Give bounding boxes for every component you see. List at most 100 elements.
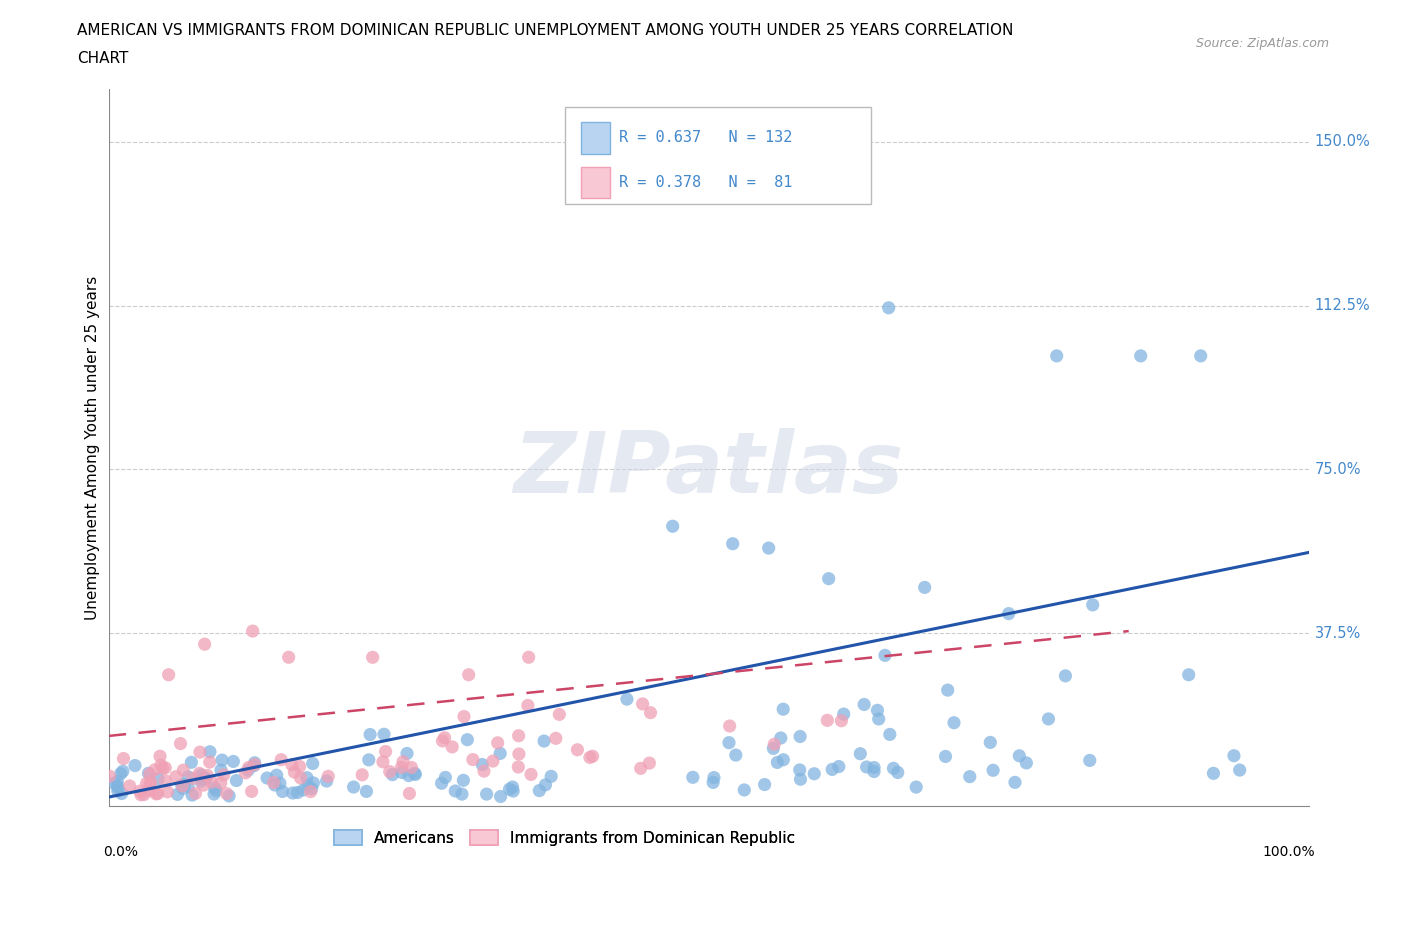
Text: Source: ZipAtlas.com: Source: ZipAtlas.com (1195, 37, 1329, 50)
Point (118, 778, 141, 793)
Point (371, 754, 394, 769)
Point (1202, 766, 1225, 781)
Point (156, 784, 179, 799)
Point (1078, 753, 1101, 768)
Point (579, 750, 602, 764)
Point (204, 780, 226, 795)
Point (378, 764, 401, 779)
Point (789, 729, 811, 744)
Point (357, 752, 380, 767)
Point (498, 782, 520, 797)
Point (295, 770, 318, 785)
Point (616, 692, 638, 707)
Point (1081, 597, 1104, 612)
Point (177, 769, 200, 784)
Point (222, 754, 245, 769)
Point (475, 787, 498, 802)
Point (172, 763, 194, 777)
Point (461, 752, 484, 767)
Point (1177, 668, 1199, 683)
Point (456, 732, 478, 747)
Point (879, 727, 901, 742)
Point (263, 775, 285, 790)
Text: 112.5%: 112.5% (1315, 299, 1371, 313)
Point (194, 771, 217, 786)
Point (302, 776, 325, 790)
Point (202, 787, 225, 802)
Point (166, 787, 188, 802)
Point (508, 728, 530, 743)
Point (139, 775, 162, 790)
Point (1046, 349, 1069, 364)
Point (150, 758, 173, 773)
Point (762, 741, 785, 756)
Point (943, 715, 966, 730)
Point (772, 752, 794, 767)
Point (789, 763, 811, 777)
Point (430, 776, 453, 790)
Point (107, 783, 129, 798)
Point (1008, 749, 1031, 764)
Point (271, 784, 294, 799)
Point (98, 769, 121, 784)
Text: AMERICAN VS IMMIGRANTS FROM DOMINICAN REPUBLIC UNEMPLOYMENT AMONG YOUTH UNDER 25: AMERICAN VS IMMIGRANTS FROM DOMINICAN RE… (77, 23, 1014, 38)
Point (190, 767, 212, 782)
Point (212, 767, 235, 782)
Point (959, 769, 981, 784)
Point (981, 763, 1004, 777)
Point (132, 787, 155, 802)
Point (486, 736, 509, 751)
Point (803, 766, 825, 781)
Point (172, 781, 194, 796)
Point (381, 767, 404, 782)
Point (111, 786, 134, 801)
Point (315, 774, 337, 789)
Point (863, 760, 886, 775)
Point (359, 727, 381, 742)
FancyBboxPatch shape (582, 166, 610, 198)
Point (288, 759, 311, 774)
Point (1038, 711, 1060, 726)
Point (979, 735, 1001, 750)
Point (567, 742, 589, 757)
Text: 100.0%: 100.0% (1263, 845, 1315, 859)
Point (138, 765, 160, 780)
Point (165, 769, 187, 784)
Point (283, 764, 305, 779)
Point (391, 765, 413, 780)
Text: R = 0.637   N = 132: R = 0.637 N = 132 (619, 130, 792, 145)
Point (146, 786, 169, 801)
Point (111, 764, 134, 778)
Point (630, 761, 652, 776)
Point (124, 758, 146, 773)
Point (1229, 763, 1251, 777)
Point (145, 787, 167, 802)
FancyBboxPatch shape (582, 122, 610, 153)
Point (129, 788, 152, 803)
Point (766, 755, 789, 770)
Point (297, 778, 319, 793)
Point (404, 767, 426, 782)
Point (877, 300, 900, 315)
Point (828, 759, 851, 774)
Legend: Americans, Immigrants from Dominican Republic: Americans, Immigrants from Dominican Rep… (328, 824, 801, 852)
Point (508, 747, 530, 762)
Point (105, 779, 128, 794)
Point (105, 774, 128, 789)
Point (544, 731, 567, 746)
Point (236, 763, 259, 777)
Point (754, 777, 776, 792)
Point (517, 650, 540, 665)
FancyBboxPatch shape (565, 107, 870, 204)
Text: R = 0.378   N =  81: R = 0.378 N = 81 (619, 175, 792, 190)
Point (139, 777, 162, 791)
Text: ZIPatlas: ZIPatlas (513, 428, 904, 511)
Point (830, 713, 852, 728)
Point (170, 777, 193, 792)
Point (342, 779, 364, 794)
Point (631, 697, 654, 711)
Point (169, 737, 191, 751)
Point (157, 668, 180, 683)
Point (287, 785, 309, 800)
Point (508, 760, 530, 775)
